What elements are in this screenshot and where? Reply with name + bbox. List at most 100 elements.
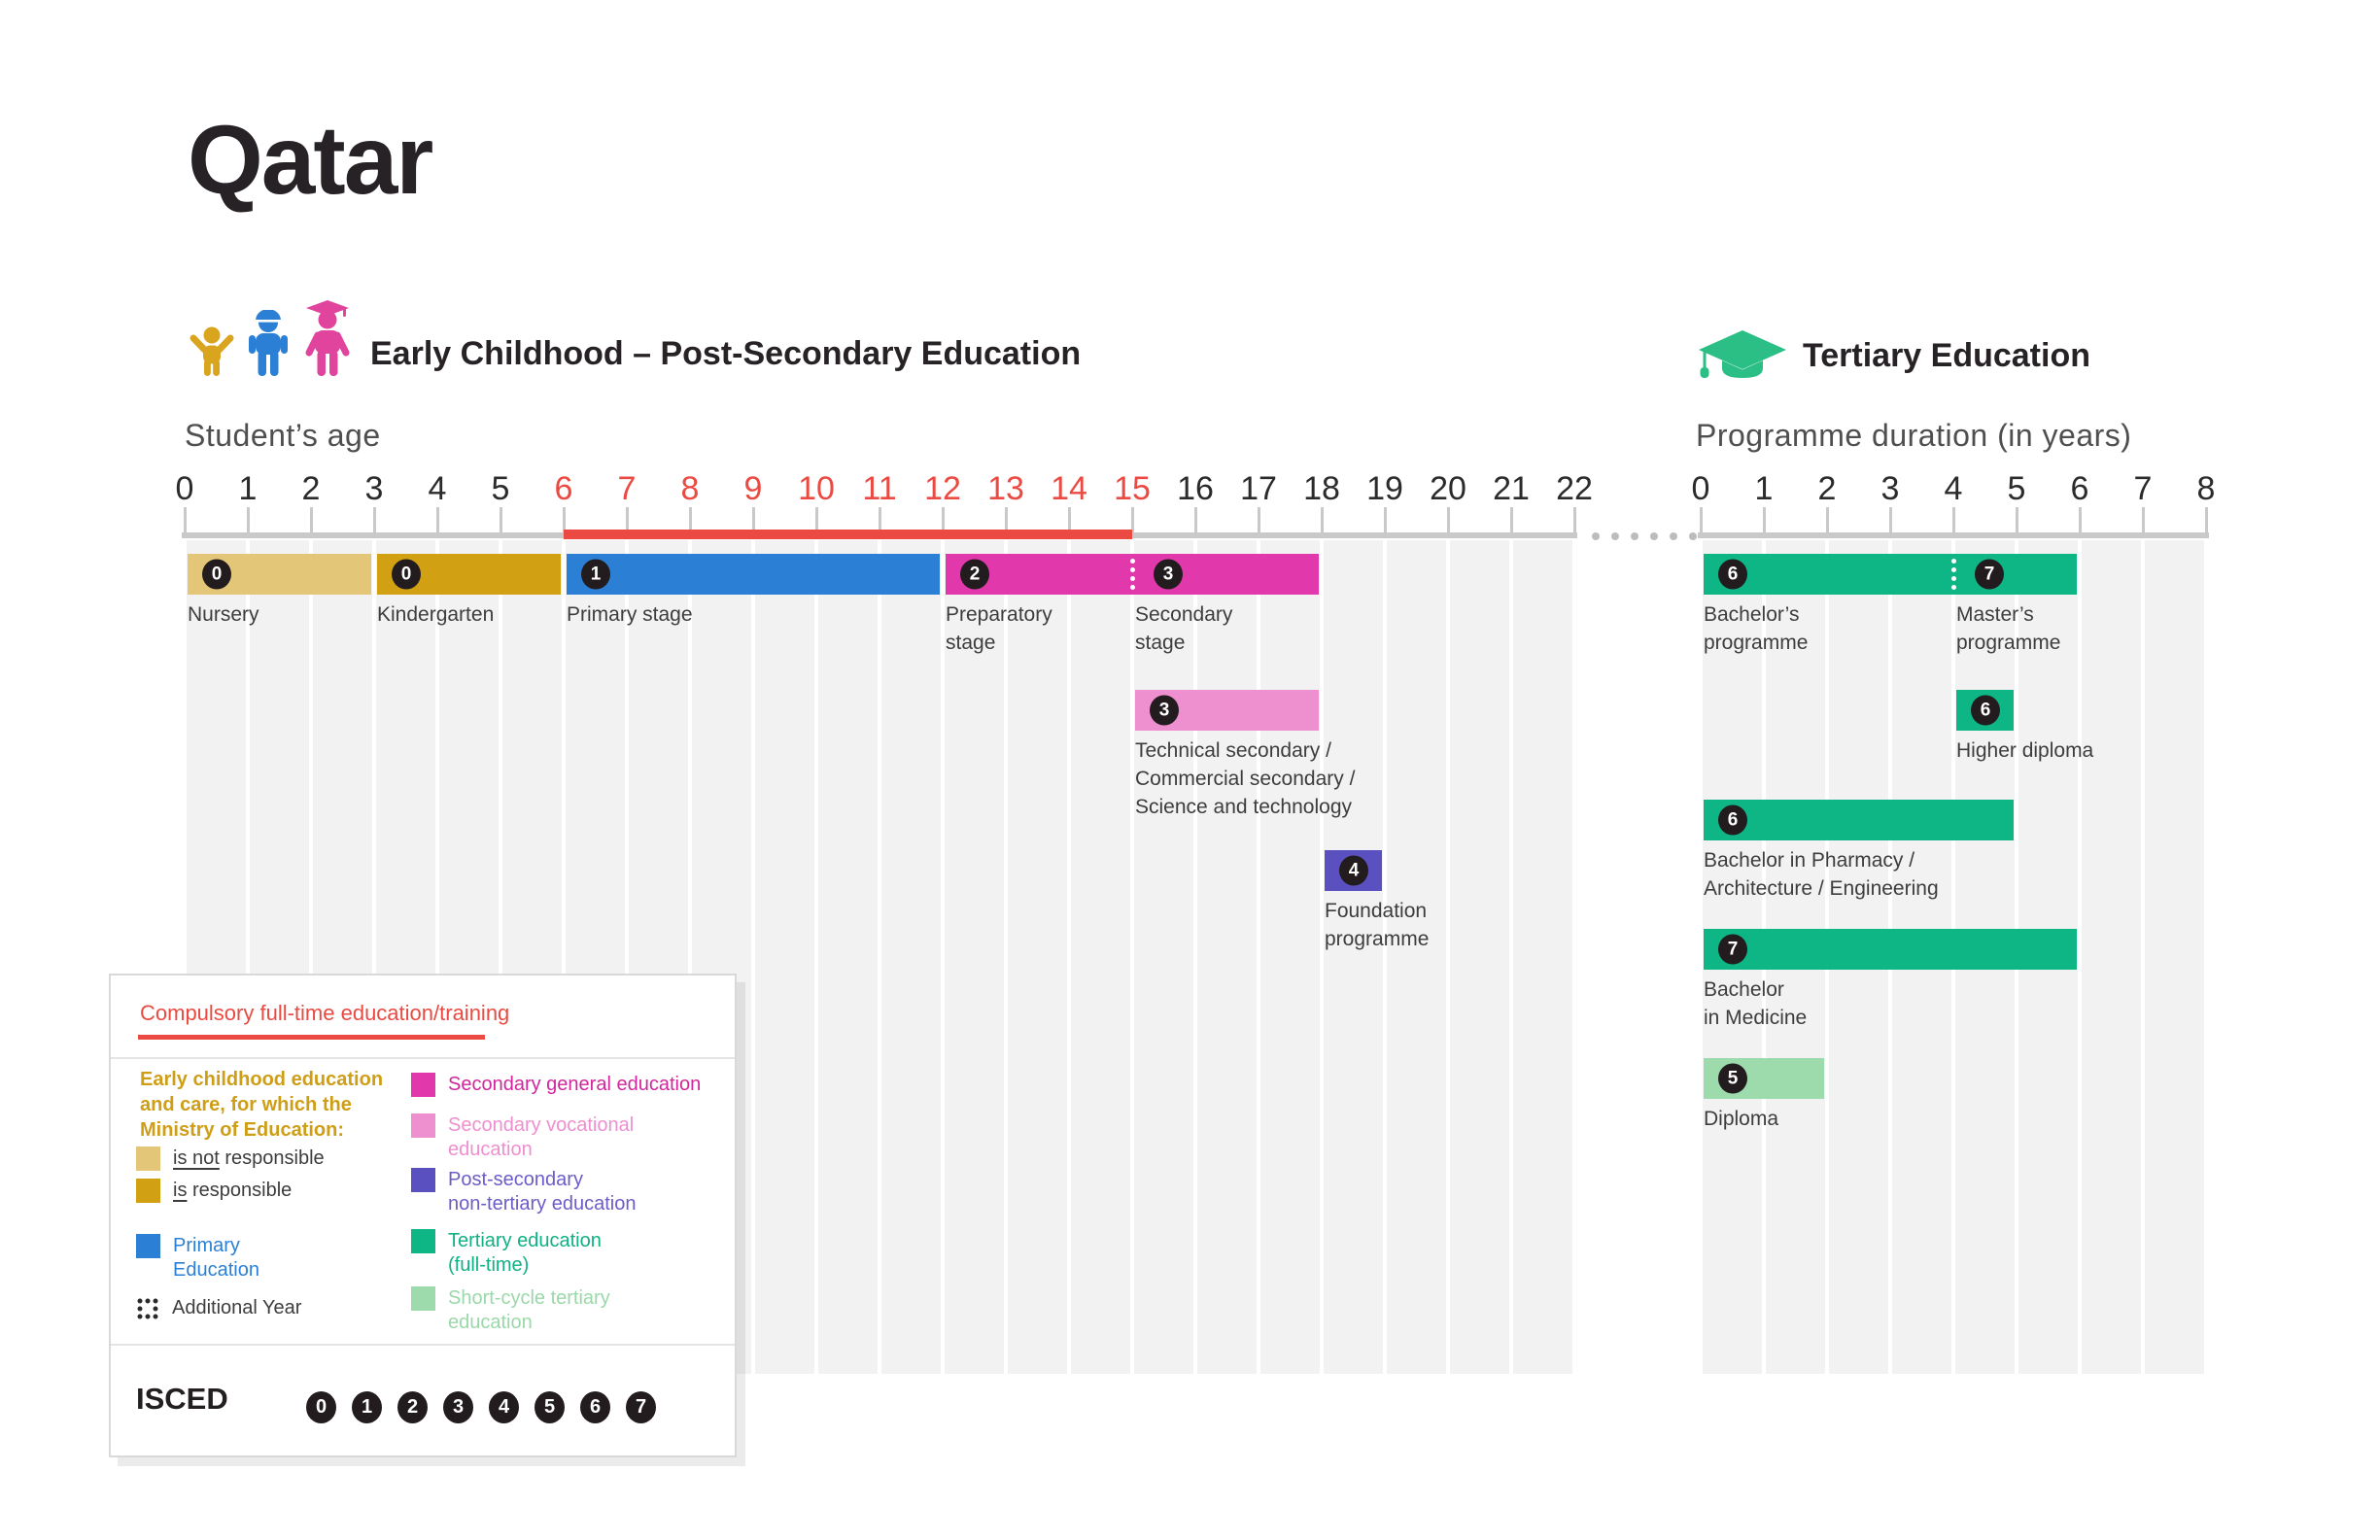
axis-tick-number: 1 (238, 470, 258, 507)
bar-label: Diploma (1704, 1108, 1779, 1130)
bar-label: Foundation programme (1325, 900, 1430, 950)
isced-badge: 7 (626, 1391, 656, 1423)
chart-bar: 1 (567, 554, 940, 595)
axis-tick (752, 507, 755, 532)
axis-tick-number: 17 (1240, 470, 1277, 507)
year-column (1197, 540, 1257, 1374)
axis-tick (1447, 507, 1450, 532)
axis-tick (1005, 507, 1008, 532)
year-column (818, 540, 878, 1374)
axis-tick (1952, 507, 1955, 532)
chart-bar: 3 (1135, 690, 1319, 731)
gold-swatch (136, 1179, 160, 1203)
chart-bar: 6 (1956, 690, 2014, 731)
axis-tick-number: 3 (364, 470, 384, 507)
axis-tick-number: 7 (2133, 470, 2153, 507)
legend-compulsory-underline (138, 1035, 485, 1040)
chart-bar: 6 (1704, 554, 1953, 595)
graduation-cap-icon (1696, 328, 1789, 386)
isced-badge: 6 (1971, 695, 2000, 726)
axis-tick-number: 21 (1493, 470, 1530, 507)
pink-swatch (411, 1113, 435, 1138)
axis-tick (2016, 507, 2018, 532)
axis-tick-number: 20 (1430, 470, 1466, 507)
left-section-header: Early Childhood – Post-Secondary Educati… (188, 299, 1081, 383)
axis-tick (563, 507, 566, 532)
axis-tick (436, 507, 439, 532)
bar-label: Primary stage (567, 603, 693, 626)
legend-compulsory-label: Compulsory full-time education/training (140, 1001, 510, 1025)
children-icons (188, 299, 355, 383)
axis-tick-number: 12 (924, 470, 961, 507)
right-axis-label: Programme duration (in years) (1696, 418, 2132, 453)
axis-tick (1131, 507, 1134, 532)
axis-tick-number: 2 (301, 470, 321, 507)
legend-item-label: is responsible (173, 1180, 293, 1201)
right-section-title: Tertiary Education (1803, 336, 2090, 374)
axis-tick (500, 507, 502, 532)
year-column (755, 540, 814, 1374)
axis-tick (1700, 507, 1703, 532)
compulsory-range-line (564, 530, 1132, 539)
legend-divider (111, 1344, 735, 1346)
bar-label: Higher diploma (1956, 739, 2094, 762)
toddler-icon (188, 325, 236, 383)
lightgreen-swatch (411, 1286, 435, 1311)
axis-tick (1321, 507, 1324, 532)
axis-connector-dots (1592, 532, 1697, 540)
axis-tick (2142, 507, 2145, 532)
isced-badge: 0 (202, 559, 231, 590)
axis-tick-number: 1 (1754, 470, 1774, 507)
legend-item-label: Tertiary education (full-time) (448, 1230, 602, 1276)
axis-tick-number: 3 (1880, 470, 1900, 507)
purple-swatch (411, 1168, 435, 1192)
isced-badge: 2 (397, 1391, 428, 1423)
right-section-header: Tertiary Education (1696, 328, 2090, 386)
axis-tick-number: 14 (1051, 470, 1087, 507)
isced-badge: 0 (306, 1391, 336, 1423)
axis-tick (373, 507, 376, 532)
dotted-square-icon (136, 1297, 159, 1320)
axis-tick-number: 19 (1366, 470, 1403, 507)
isced-badge: 2 (960, 559, 989, 590)
axis-tick-number: 5 (491, 470, 510, 507)
axis-tick-number: 15 (1114, 470, 1151, 507)
isced-badge: 3 (1150, 695, 1179, 726)
axis-tick (310, 507, 313, 532)
year-column (2145, 540, 2204, 1374)
bar-label: Preparatory stage (946, 603, 1052, 654)
magenta-swatch (411, 1073, 435, 1097)
isced-badge: 1 (352, 1391, 382, 1423)
bar-label: Bachelor’s programme (1704, 603, 1809, 654)
axis-tick-number: 10 (798, 470, 835, 507)
year-column (1071, 540, 1130, 1374)
legend-item-label: Secondary general education (448, 1074, 702, 1095)
legend-item-label: Secondary vocational education (448, 1114, 635, 1160)
axis-tick-number: 6 (554, 470, 573, 507)
axis-tick (689, 507, 692, 532)
axis-tick (1068, 507, 1071, 532)
isced-badge: 3 (443, 1391, 473, 1423)
axis-tick (1384, 507, 1387, 532)
dotted-separator (1130, 559, 1135, 590)
legend-item-additional-year: Additional Year (136, 1296, 301, 1320)
axis-tick-number: 11 (862, 470, 897, 507)
axis-tick (879, 507, 881, 532)
chart-bar: 5 (1704, 1058, 1824, 1099)
year-column (1008, 540, 1067, 1374)
isced-badge: 6 (1718, 559, 1747, 590)
isced-badge: 4 (1339, 855, 1368, 886)
axis-tick (942, 507, 945, 532)
isced-badge: 0 (392, 559, 421, 590)
isced-badge: 7 (1975, 559, 2004, 590)
legend-item-label: Short-cycle tertiary education (448, 1287, 610, 1333)
chart-bar: 4 (1325, 850, 1382, 891)
left-axis-label: Student’s age (185, 418, 381, 453)
legend-item-secondary-general: Secondary general education (411, 1073, 701, 1097)
isced-badge: 6 (580, 1391, 610, 1423)
axis-tick (2205, 507, 2208, 532)
bar-label: Nursery (188, 603, 259, 626)
axis-tick (2079, 507, 2082, 532)
isced-badge: 6 (1718, 804, 1747, 836)
